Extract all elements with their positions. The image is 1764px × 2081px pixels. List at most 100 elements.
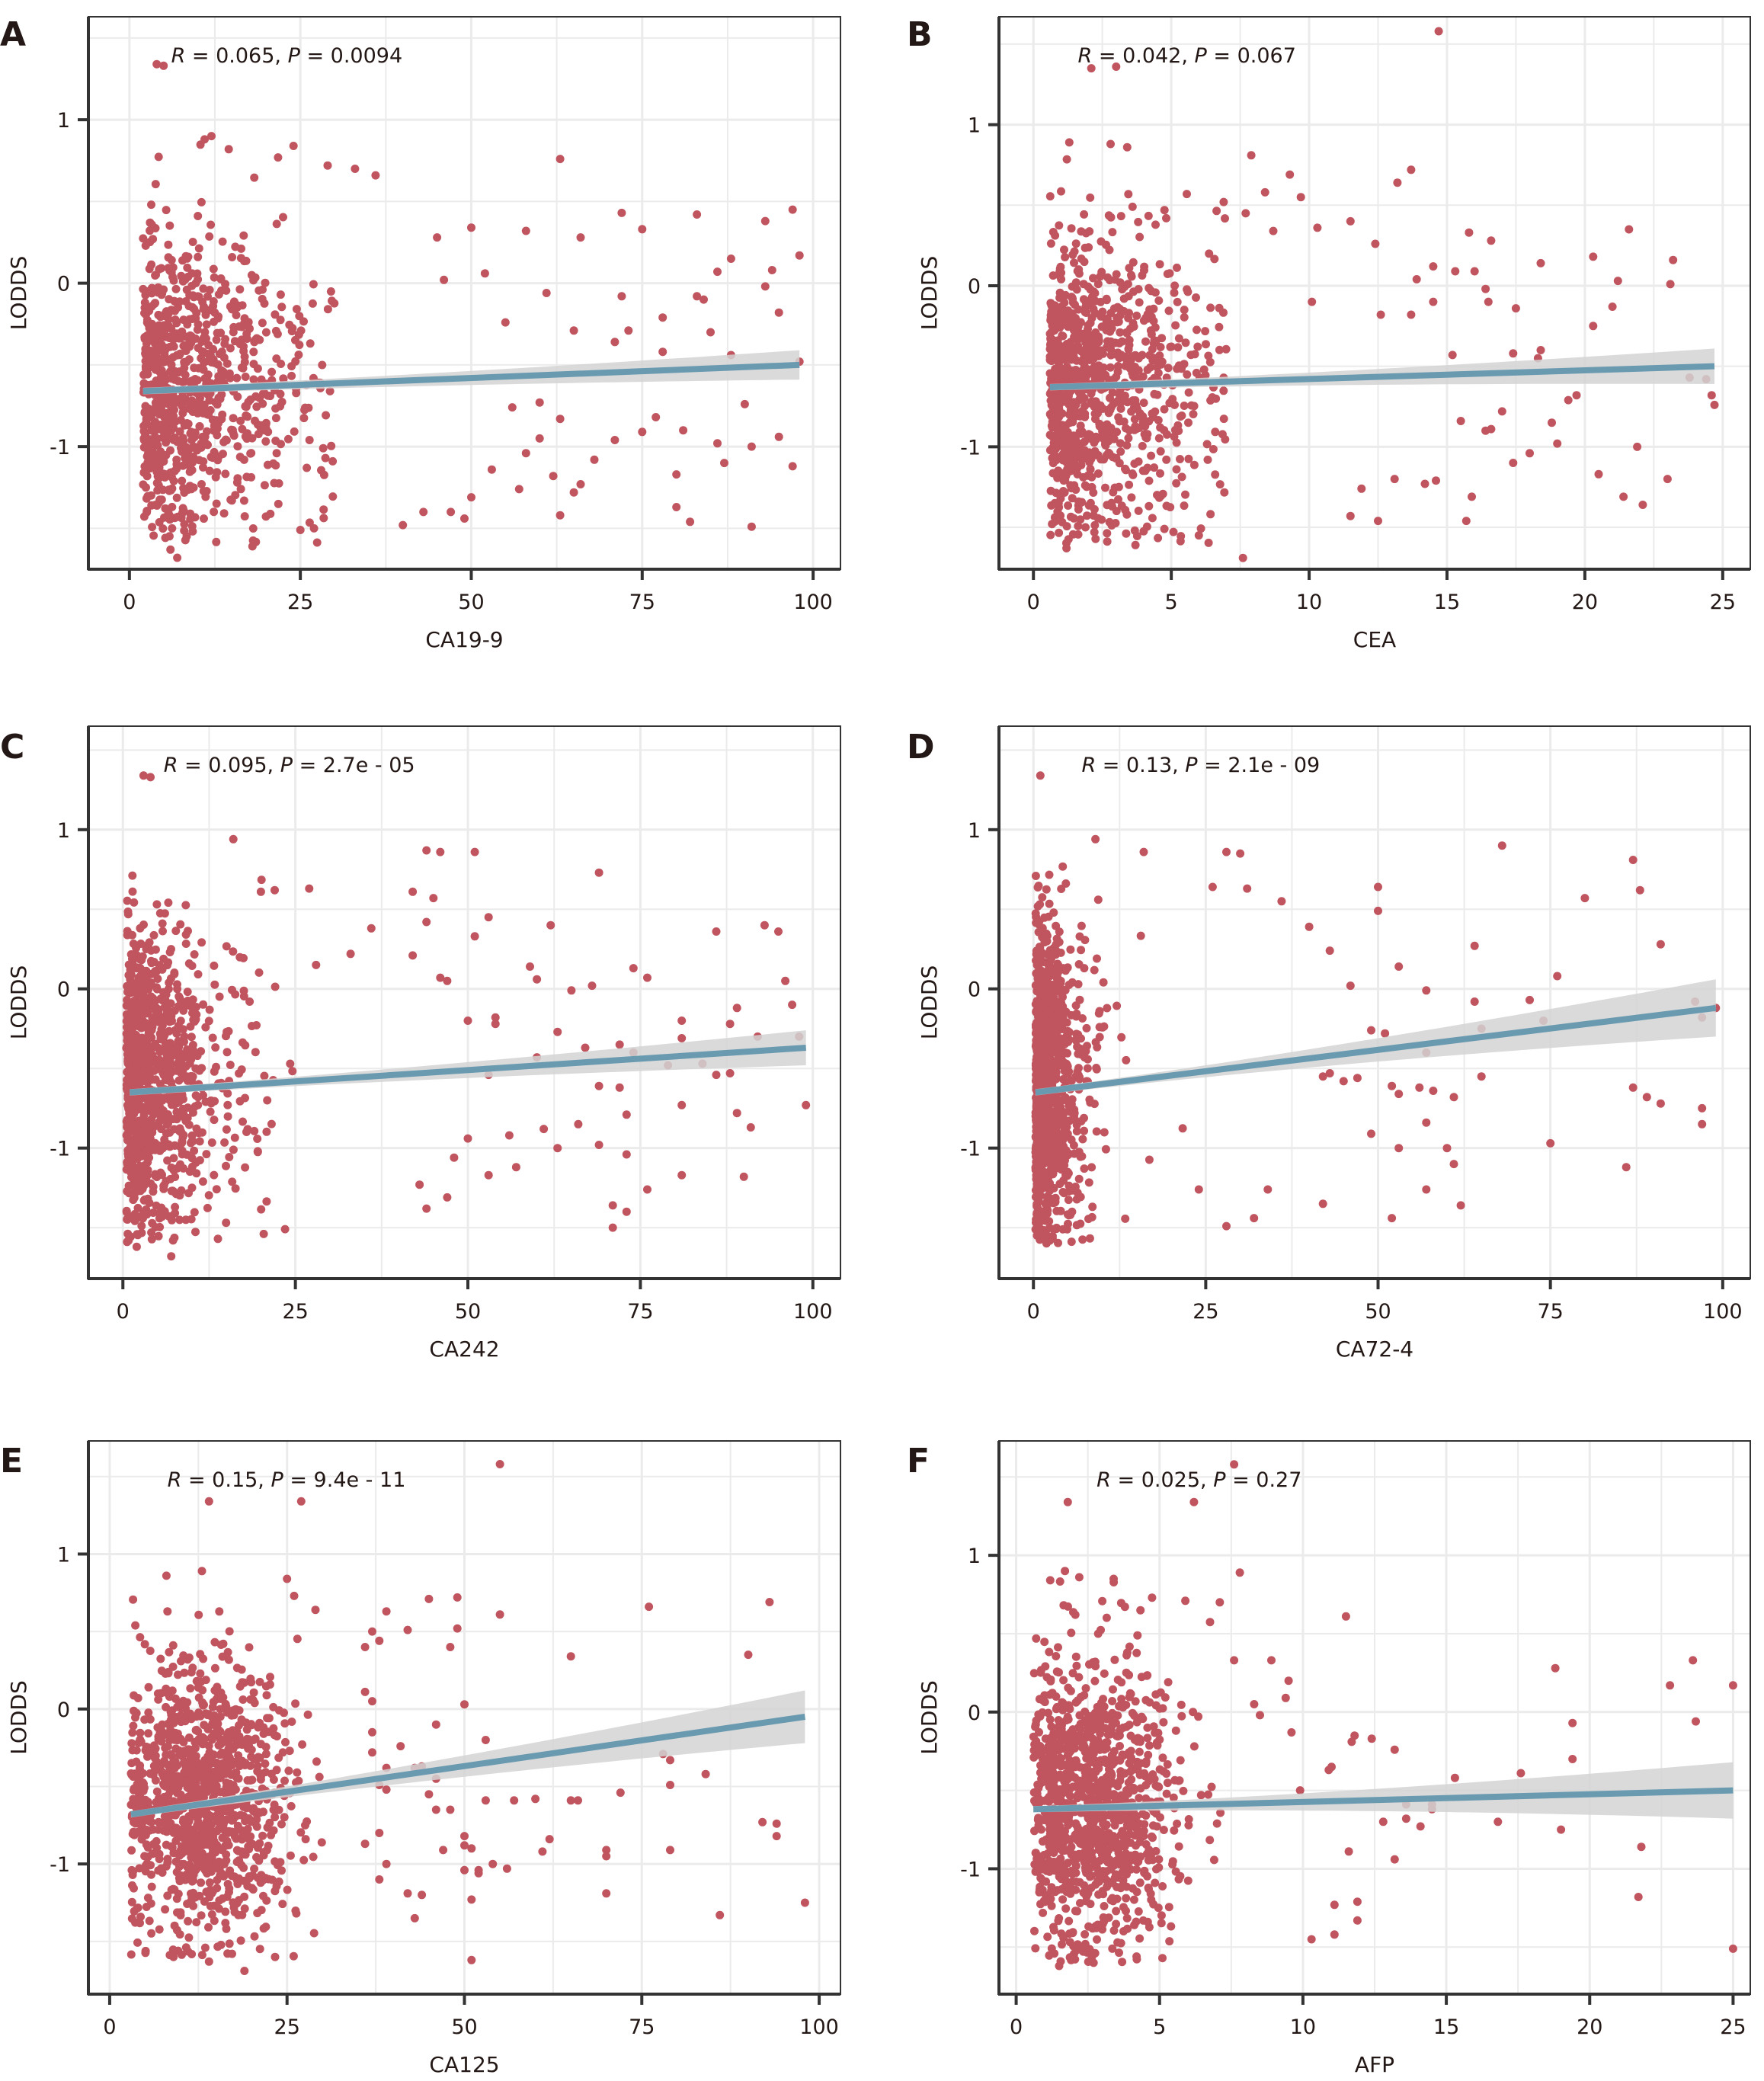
data-point — [1056, 452, 1065, 461]
data-point — [1087, 293, 1096, 302]
data-point — [487, 465, 496, 474]
y-axis-title: LODDS — [917, 965, 942, 1040]
data-point — [658, 347, 668, 357]
data-point — [288, 1067, 297, 1076]
data-point — [133, 1131, 141, 1140]
data-point — [1093, 280, 1103, 289]
data-point — [229, 328, 238, 337]
data-point — [137, 1221, 146, 1231]
data-point — [165, 486, 174, 495]
data-point — [747, 522, 756, 531]
data-point — [237, 244, 245, 253]
data-point — [1037, 1022, 1046, 1031]
data-point — [290, 427, 299, 436]
data-point — [170, 1125, 179, 1134]
data-point — [1103, 273, 1113, 282]
data-point — [1432, 476, 1440, 485]
data-point — [174, 334, 184, 343]
data-point — [174, 1036, 183, 1045]
data-point — [242, 329, 251, 338]
data-point — [1046, 530, 1055, 539]
data-point — [220, 339, 229, 348]
data-point — [1058, 344, 1067, 354]
data-point — [371, 171, 380, 180]
x-tick-label: 100 — [793, 1300, 833, 1324]
data-point — [180, 526, 189, 535]
data-point — [147, 220, 156, 229]
data-point — [209, 264, 218, 274]
data-point — [491, 1020, 500, 1029]
data-point — [312, 960, 321, 969]
data-point — [1313, 223, 1322, 232]
data-point — [162, 1076, 171, 1085]
data-point — [1076, 1193, 1085, 1202]
data-point — [248, 1885, 258, 1894]
data-point — [180, 1668, 189, 1677]
data-point — [156, 458, 165, 467]
data-point — [610, 436, 619, 444]
data-point — [141, 1946, 150, 1955]
data-point — [158, 1106, 168, 1115]
data-point — [1116, 447, 1125, 456]
data-point — [1055, 288, 1064, 297]
data-point — [212, 416, 221, 425]
data-point — [213, 1234, 223, 1244]
data-point — [299, 317, 308, 326]
data-point — [1074, 521, 1083, 530]
data-point — [1084, 1178, 1093, 1187]
x-tick-label: 25 — [1193, 1300, 1218, 1324]
data-point — [164, 240, 173, 249]
data-point — [244, 318, 253, 327]
data-point — [1057, 187, 1065, 196]
data-point — [237, 335, 246, 344]
data-point — [200, 1721, 209, 1730]
data-point — [194, 344, 203, 353]
data-point — [194, 275, 203, 284]
data-point — [1086, 193, 1095, 202]
data-point — [194, 244, 203, 253]
data-point — [1080, 210, 1089, 219]
panel-letter: C — [0, 728, 24, 767]
data-point — [1061, 966, 1070, 975]
data-point — [1106, 213, 1116, 222]
data-point — [1168, 395, 1177, 404]
data-point — [533, 975, 542, 984]
data-point — [149, 1101, 158, 1110]
data-point — [1068, 494, 1077, 503]
data-point — [1033, 1170, 1042, 1180]
data-point — [1698, 1103, 1707, 1113]
data-point — [151, 180, 160, 189]
data-point — [1139, 399, 1148, 408]
data-point — [1087, 399, 1096, 408]
data-point — [250, 173, 259, 182]
data-point — [239, 992, 248, 1000]
data-point — [1045, 1137, 1055, 1145]
data-point — [1050, 301, 1059, 310]
data-point — [258, 1831, 267, 1840]
data-point — [1180, 501, 1189, 511]
data-point — [148, 1016, 157, 1026]
data-point — [1117, 1032, 1126, 1042]
data-point — [280, 1813, 289, 1822]
data-point — [1194, 1185, 1203, 1194]
data-point — [213, 360, 223, 369]
data-point — [229, 1145, 238, 1154]
data-point — [240, 357, 249, 367]
data-point — [746, 1123, 755, 1132]
data-point — [143, 370, 152, 379]
data-point — [130, 1065, 139, 1074]
x-tick-label: 20 — [1572, 591, 1598, 614]
data-point — [788, 1000, 797, 1010]
data-point — [152, 59, 162, 69]
data-point — [169, 276, 178, 285]
data-point — [206, 453, 216, 462]
data-point — [263, 1096, 272, 1105]
data-point — [209, 297, 218, 306]
data-point — [1202, 340, 1210, 349]
data-point — [700, 295, 708, 304]
data-point — [252, 334, 261, 343]
x-tick-label: 0 — [1027, 591, 1040, 614]
data-point — [367, 924, 376, 933]
data-point — [1077, 429, 1086, 438]
data-point — [257, 876, 266, 885]
